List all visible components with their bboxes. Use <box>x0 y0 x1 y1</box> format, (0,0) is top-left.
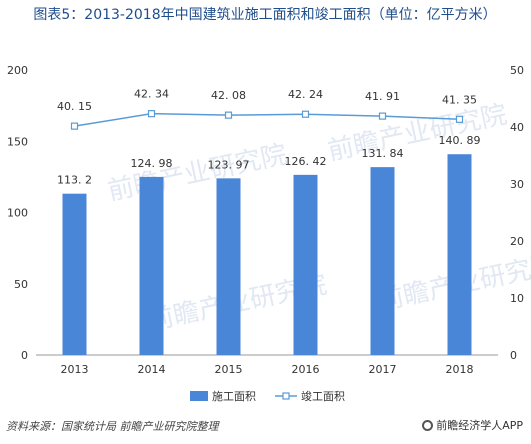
legend-bar-swatch <box>190 391 208 401</box>
line-value-label: 41. 91 <box>365 90 400 103</box>
line-marker <box>224 111 233 119</box>
legend-line-marker <box>282 392 290 400</box>
x-tick-label: 2013 <box>61 363 89 376</box>
labels-layer: 113. 2 124. 98 123. 97 126. 42 131. 84 140. 8… <box>57 88 481 187</box>
line-marker <box>455 115 464 123</box>
bar-value-label: 123. 97 <box>208 158 250 171</box>
legend-bar-label: 施工面积 <box>212 390 256 403</box>
line-marker <box>301 110 310 118</box>
brand-text: 前瞻经济学人APP <box>436 419 523 432</box>
brand-logo-icon <box>422 419 434 431</box>
bar <box>370 167 395 355</box>
line-layer <box>70 110 464 130</box>
footer: 资料来源：国家统计局 前瞻产业研究院整理 前瞻经济学人APP <box>0 414 531 440</box>
x-tick-label: 2017 <box>369 363 397 376</box>
line-series <box>74 112 460 127</box>
y-left-tick-label: 100 <box>7 207 28 220</box>
bar <box>216 178 241 355</box>
y-left-tick-label: 200 <box>7 64 28 77</box>
x-tick-label: 2015 <box>215 363 243 376</box>
line-marker <box>147 110 156 118</box>
bar <box>447 154 472 355</box>
x-tick-label: 2014 <box>138 363 166 376</box>
y-right-tick-label: 20 <box>510 235 524 248</box>
bar <box>62 193 87 355</box>
line-value-label: 42. 34 <box>134 88 169 101</box>
y-left-tick-label: 0 <box>21 349 28 362</box>
bar-value-label: 113. 2 <box>57 174 92 187</box>
y-right-tick-label: 0 <box>510 349 517 362</box>
bar-value-label: 126. 42 <box>285 155 327 168</box>
line-value-label: 40. 15 <box>57 100 92 113</box>
x-tick-label: 2018 <box>446 363 474 376</box>
bar <box>293 174 318 355</box>
axes: 0 50 100 150 200 0 10 20 30 40 50 2013 2014 2015 2016 2… <box>7 64 524 376</box>
x-tick-label: 2016 <box>292 363 320 376</box>
watermark-text: 前瞻产业研究院 <box>105 140 289 207</box>
source-text: 资料来源：国家统计局 前瞻产业研究院整理 <box>6 420 219 433</box>
y-left-tick-label: 150 <box>7 135 28 148</box>
legend: 施工面积 竣工面积 <box>190 389 345 403</box>
y-right-tick-label: 30 <box>510 178 524 191</box>
chart-title: 图表5：2013-2018年中国建筑业施工面积和竣工面积（单位：亿平方米） <box>33 7 497 23</box>
bar-value-label: 131. 84 <box>362 147 404 160</box>
y-right-tick-label: 50 <box>510 64 524 77</box>
line-value-label: 42. 08 <box>211 89 246 102</box>
bar <box>139 176 164 355</box>
bars-layer <box>62 154 472 355</box>
legend-line-label: 竣工面积 <box>301 389 345 403</box>
line-marker <box>70 122 79 130</box>
brand: 前瞻经济学人APP <box>422 417 523 433</box>
y-left-tick-label: 50 <box>14 278 28 291</box>
line-marker <box>378 112 387 120</box>
watermark-text: 前瞻产业研究院 <box>325 100 509 167</box>
line-value-label: 42. 24 <box>288 88 323 101</box>
bar-value-label: 124. 98 <box>131 157 173 170</box>
line-value-label: 41. 35 <box>442 93 477 106</box>
y-right-tick-label: 40 <box>510 121 524 134</box>
y-right-tick-label: 10 <box>510 292 524 305</box>
bar-value-label: 140. 89 <box>439 134 481 147</box>
